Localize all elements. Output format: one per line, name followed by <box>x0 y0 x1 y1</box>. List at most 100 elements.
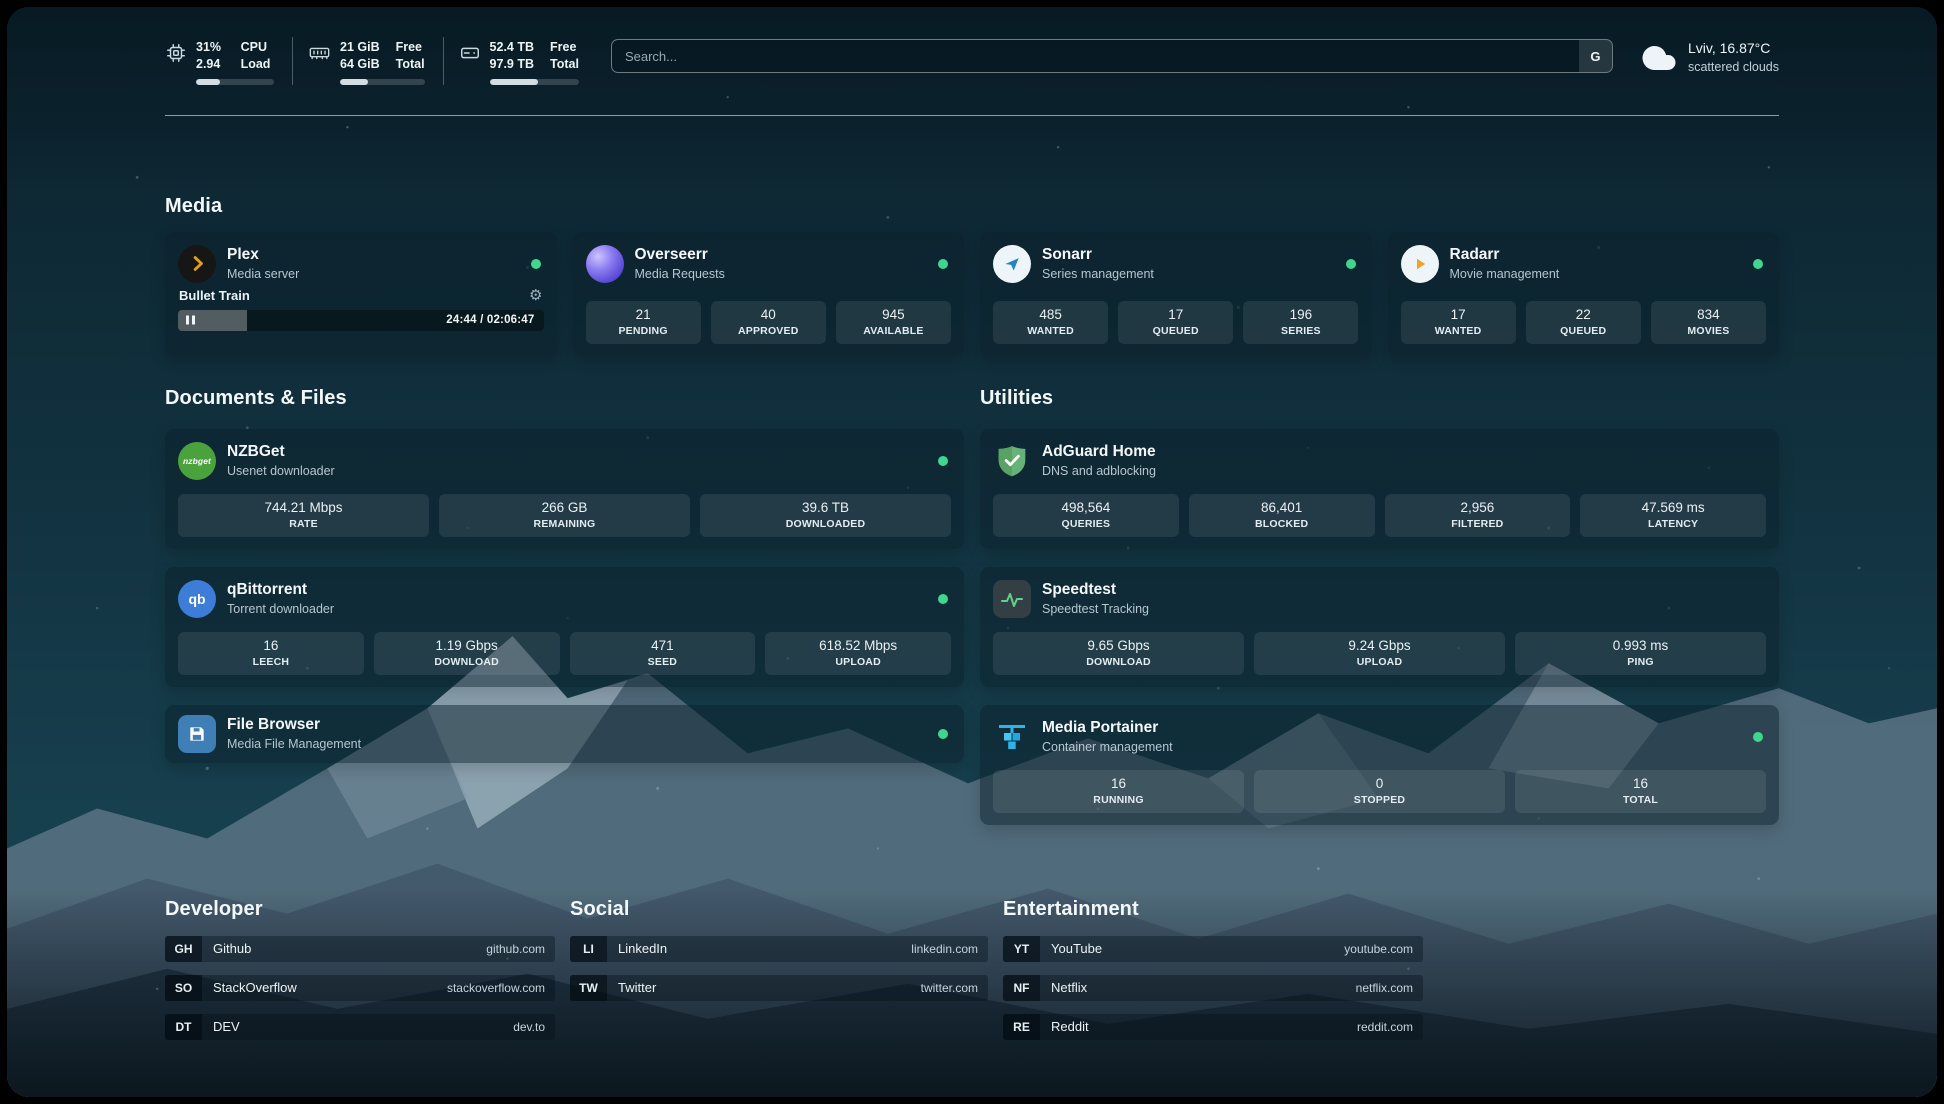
utilities-section-title: Utilities <box>980 386 1054 409</box>
nzbget-icon: nzbget <box>178 441 216 480</box>
qbittorrent-card[interactable]: qb qBittorrent Torrent downloader 16 LEE… <box>165 566 964 687</box>
stat-upload: 618.52 Mbps UPLOAD <box>765 631 951 675</box>
filebrowser-subtitle: Media File Management <box>227 737 362 752</box>
sonarr-icon <box>993 244 1031 283</box>
cpu-metric: 31% CPU 2.94 Load <box>165 37 293 85</box>
nzbget-card[interactable]: nzbget NZBGet Usenet downloader 744.21 M… <box>165 428 964 549</box>
bookmark-url: youtube.com <box>1344 941 1413 956</box>
pause-icon[interactable] <box>186 315 195 325</box>
storage-progress-bar <box>489 78 579 85</box>
dashboard-content: 31% CPU 2.94 Load <box>7 7 1937 1097</box>
bookmark-github[interactable]: GH Github github.com <box>165 935 555 962</box>
portainer-card[interactable]: Media Portainer Container management 16 … <box>980 704 1779 825</box>
header-divider <box>165 114 1779 116</box>
bookmark-url: netflix.com <box>1355 980 1413 995</box>
bookmark-abbr: LI <box>570 935 607 962</box>
search-engine-button[interactable]: G <box>1578 40 1612 72</box>
filebrowser-card[interactable]: File Browser Media File Management <box>165 704 964 763</box>
speedtest-pulse-icon <box>993 579 1031 618</box>
system-metrics: 31% CPU 2.94 Load <box>165 37 597 85</box>
dashboard-screen: 31% CPU 2.94 Load <box>7 7 1937 1097</box>
top-bar: 31% CPU 2.94 Load <box>165 37 1779 85</box>
stat-approved: 40 APPROVED <box>710 300 826 344</box>
gear-icon[interactable]: ⚙ <box>529 286 543 304</box>
bookmark-dev[interactable]: DT DEV dev.to <box>165 1013 555 1040</box>
bookmark-youtube[interactable]: YT YouTube youtube.com <box>1003 935 1423 962</box>
media-section: Media Plex Media server <box>165 194 1779 356</box>
stat-seed: 471 SEED <box>569 631 756 675</box>
memory-free-label: Free <box>395 40 423 54</box>
stat-wanted: 17 WANTED <box>1400 300 1516 344</box>
overseerr-title: Overseerr <box>634 246 708 264</box>
bookmark-name: DEV <box>213 1019 240 1035</box>
sonarr-subtitle: Series management <box>1042 267 1154 282</box>
stat-stopped: 0 STOPPED <box>1254 769 1505 813</box>
radarr-card[interactable]: Radarr Movie management 17 WANTED 22 QUE… <box>1387 231 1779 356</box>
bookmark-url: linkedin.com <box>911 941 978 956</box>
bookmark-abbr: RE <box>1003 1013 1040 1040</box>
stat-leech: 16 LEECH <box>178 631 364 675</box>
documents-section: Documents & Files nzbget NZBGet Usenet d… <box>165 386 964 763</box>
bookmark-name: StackOverflow <box>213 980 297 996</box>
entertainment-section-title: Entertainment <box>1003 897 1139 920</box>
stat-latency: 47.569 ms LATENCY <box>1580 493 1766 537</box>
filebrowser-title: File Browser <box>227 716 321 734</box>
background-mountains <box>7 7 1937 1097</box>
bookmark-url: github.com <box>486 941 545 956</box>
memory-free-value: 21 GiB <box>340 40 380 54</box>
memory-total-value: 64 GiB <box>340 56 380 71</box>
stat-wanted: 485 WANTED <box>993 300 1109 344</box>
cpu-label: CPU <box>240 40 267 54</box>
overseerr-card[interactable]: Overseerr Media Requests 21 PENDING 40 A… <box>572 231 964 356</box>
status-dot <box>530 258 541 269</box>
developer-section-title: Developer <box>165 897 263 920</box>
plex-card[interactable]: Plex Media server Bullet Train ⚙ 24:44 /… <box>165 231 557 356</box>
bookmark-abbr: YT <box>1003 935 1040 962</box>
bookmark-reddit[interactable]: RE Reddit reddit.com <box>1003 1013 1423 1040</box>
playback-progress-bar[interactable]: 24:44 / 02:06:47 <box>178 309 544 331</box>
stat-series: 196 SERIES <box>1243 300 1359 344</box>
cpu-progress-bar <box>196 78 274 85</box>
cpu-icon <box>165 42 187 85</box>
stat-queries: 498,564 QUERIES <box>993 493 1179 537</box>
qbittorrent-icon: qb <box>178 579 216 618</box>
memory-metric: 21 GiB Free 64 GiB Total <box>308 37 444 85</box>
search-bar: G <box>610 39 1613 73</box>
sonarr-card[interactable]: Sonarr Series management 485 WANTED 17 Q… <box>980 231 1372 356</box>
qbittorrent-title: qBittorrent <box>227 581 308 599</box>
stat-upload: 9.24 Gbps UPLOAD <box>1254 631 1505 675</box>
bookmark-stackoverflow[interactable]: SO StackOverflow stackoverflow.com <box>165 974 555 1001</box>
stat-running: 16 RUNNING <box>993 769 1244 813</box>
memory-total-label: Total <box>395 56 425 71</box>
bookmark-linkedin[interactable]: LI LinkedIn linkedin.com <box>570 935 988 962</box>
disk-icon <box>459 42 481 85</box>
bookmark-netflix[interactable]: NF Netflix netflix.com <box>1003 974 1423 1001</box>
storage-free-label: Free <box>550 40 577 54</box>
plex-subtitle: Media server <box>227 267 300 282</box>
radarr-icon <box>1400 244 1439 283</box>
qbittorrent-subtitle: Torrent downloader <box>227 602 335 617</box>
adguard-card[interactable]: AdGuard Home DNS and adblocking 498,564 … <box>980 428 1779 549</box>
now-playing-title: Bullet Train <box>179 287 250 303</box>
developer-bookmarks: Developer GH Github github.com SO StackO… <box>165 897 555 1053</box>
status-dot <box>938 728 948 739</box>
bookmark-abbr: SO <box>165 974 202 1001</box>
stat-ping: 0.993 ms PING <box>1515 631 1766 675</box>
playback-time: 24:44 / 02:06:47 <box>446 314 535 327</box>
bookmark-url: reddit.com <box>1356 1019 1413 1034</box>
bookmark-name: Reddit <box>1051 1019 1089 1035</box>
search-input[interactable] <box>611 40 1579 72</box>
speedtest-card[interactable]: Speedtest Speedtest Tracking 9.65 Gbps D… <box>980 566 1779 687</box>
radarr-title: Radarr <box>1449 246 1500 264</box>
overseerr-icon <box>585 244 624 283</box>
weather-widget[interactable]: Lviv, 16.87°C scattered clouds <box>1641 39 1779 76</box>
storage-total-label: Total <box>550 56 579 71</box>
bookmark-name: Github <box>213 941 252 957</box>
bookmark-name: Twitter <box>618 980 657 996</box>
utilities-section: Utilities AdGuard Home DNS and <box>980 386 1779 825</box>
sonarr-title: Sonarr <box>1042 246 1092 264</box>
ram-icon <box>308 42 331 85</box>
bookmark-twitter[interactable]: TW Twitter twitter.com <box>570 974 988 1001</box>
portainer-title: Media Portainer <box>1042 719 1159 737</box>
bookmark-abbr: TW <box>570 974 607 1001</box>
